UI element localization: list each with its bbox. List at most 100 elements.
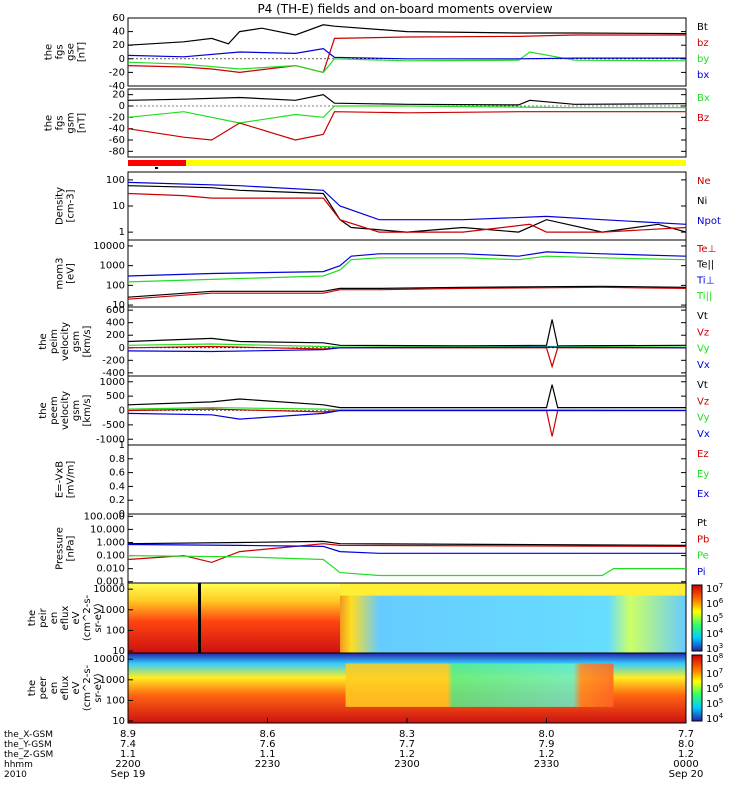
y-tick-label: 10 <box>112 646 125 657</box>
electron-spectrogram-mid <box>345 663 614 707</box>
y-axis-label: gsm <box>71 331 82 352</box>
series-line-Bz <box>127 111 686 141</box>
x-row-value: 7.7 <box>399 739 415 750</box>
series-line-Ti|| <box>127 255 687 283</box>
y-tick-label: -200 <box>102 355 125 366</box>
y-tick-label: -60 <box>109 135 125 146</box>
series-line-Vt <box>127 384 686 409</box>
y-axis-label: en <box>49 612 60 625</box>
x-row-label: the_Y-GSM <box>4 740 52 750</box>
legend-entry-Bt: Bt <box>697 22 708 33</box>
legend-entry-Bx: Bx <box>697 93 710 104</box>
y-tick-label: 0.010 <box>96 564 125 575</box>
colorbar-tick-label: 106 <box>706 597 724 610</box>
y-axis-label: the <box>27 680 38 696</box>
legend-entry-Vy: Vy <box>697 413 710 424</box>
y-tick-label: 0.100 <box>96 551 125 562</box>
x-row-value: 2200 <box>115 759 140 770</box>
series-line-Bt <box>127 24 687 46</box>
colorbar-tick-label: 108 <box>706 652 723 665</box>
x-row-value: 8.0 <box>678 739 694 750</box>
x-row-label: the_Z-GSM <box>4 750 53 760</box>
y-axis-label: fgs <box>55 44 66 59</box>
legend-entry-Ne: Ne <box>697 176 711 187</box>
panel-frame <box>127 444 687 515</box>
date-end-label: Sep 20 <box>669 769 704 780</box>
legend-entry-Ni: Ni <box>697 196 707 207</box>
legend-entry-bz: bz <box>697 38 709 49</box>
y-tick-label: 500 <box>106 391 125 402</box>
y-axis-label: eflux <box>60 606 71 631</box>
y-tick-label: 0.4 <box>109 481 125 492</box>
x-row-value: 8.9 <box>120 729 136 740</box>
legend-entry-bx: bx <box>697 70 709 81</box>
panel-4: 10000 1000 100 10 mom3 [eV] Te⊥ Te|| Ti⊥ Ti|| <box>55 239 716 311</box>
y-axis-label: [km/s] <box>82 394 93 426</box>
y-tick-label: -40 <box>109 124 125 135</box>
y-tick-label: 400 <box>106 318 125 329</box>
series-line-Pt <box>127 540 687 547</box>
x-row-value: 8.0 <box>539 729 555 740</box>
y-axis-label: (cm^2-s- <box>82 664 93 711</box>
y-tick-label: 1000 <box>100 675 125 686</box>
y-tick-label: 100.000 <box>84 511 125 522</box>
y-tick-label: 10000 <box>93 241 125 252</box>
y-axis-label: peim <box>49 329 60 354</box>
y-tick-label: 20 <box>112 40 125 51</box>
y-axis-label: the <box>38 333 49 349</box>
y-axis-label: sr-eV) <box>93 603 104 632</box>
x-row-value: 0000 <box>673 759 698 770</box>
y-tick-label: -400 <box>102 368 125 379</box>
y-tick-label: 40 <box>112 27 125 38</box>
series-line-Pi <box>127 543 686 554</box>
legend-entry-by: by <box>697 54 709 65</box>
y-axis-label: the <box>44 44 55 60</box>
legend-entry-Pi: Pi <box>697 567 706 578</box>
y-tick-label: 100 <box>106 695 125 706</box>
y-tick-label: 1 <box>119 440 125 451</box>
y-axis-label: peem <box>49 396 60 424</box>
y-axis-label: the <box>27 610 38 626</box>
legend-entry-Pt: Pt <box>697 518 707 529</box>
y-axis-label: Density <box>55 187 66 225</box>
panel-frame <box>127 88 687 158</box>
colorbar-tick-label: 104 <box>706 627 724 640</box>
panel-2: 200-20-40-60-80 the fgs gsm [nT] Bx Bz <box>44 88 710 158</box>
series-line-by <box>127 51 687 74</box>
series-line-Te|| <box>127 285 687 298</box>
colorbar-tick-label: 107 <box>706 667 723 680</box>
y-axis-label: peir <box>38 607 49 627</box>
legend-entry-Vx: Vx <box>697 429 710 440</box>
series-line-Bx <box>127 105 686 124</box>
y-tick-label: 20 <box>112 90 125 101</box>
y-tick-label: 0 <box>119 101 125 112</box>
panel-frame <box>127 17 687 87</box>
y-axis-label: the <box>38 402 49 418</box>
colorbar-tick-label: 107 <box>706 582 723 595</box>
series-line-Pe <box>127 555 686 577</box>
y-axis-label: eV <box>71 611 82 624</box>
y-axis-label: gsm <box>71 400 82 421</box>
y-axis-label: velocity <box>60 322 71 361</box>
series-line-Vx <box>127 409 686 420</box>
legend-entry-Ti⊥: Ti⊥ <box>696 275 714 286</box>
x-row-value: 1.1 <box>120 749 136 760</box>
mode-bar-yellow <box>186 160 686 166</box>
series-line-Npot <box>127 181 687 225</box>
x-row-value: 7.7 <box>678 729 694 740</box>
series-line-Ne <box>127 192 687 233</box>
y-tick-label: -500 <box>102 420 125 431</box>
y-tick-label: 1000 <box>100 605 125 616</box>
x-row-value: 2230 <box>255 759 280 770</box>
y-axis-label: eflux <box>60 676 71 701</box>
y-axis-label: gsm <box>66 112 77 133</box>
legend-entry-Ey: Ey <box>697 469 709 480</box>
y-tick-label: -40 <box>109 81 125 92</box>
x-row-value: 7.9 <box>539 739 555 750</box>
panel-1: 60 40 20 0 -20 -40 the fgs gse [nT] Bt bz by bx <box>44 13 710 92</box>
panel-7: 1 0.8 0.6 0.4 0.2 0 E=-VxB [mV/m] Ez Ey Ex <box>55 440 710 520</box>
legend-entry-Ti||: Ti|| <box>696 291 712 302</box>
